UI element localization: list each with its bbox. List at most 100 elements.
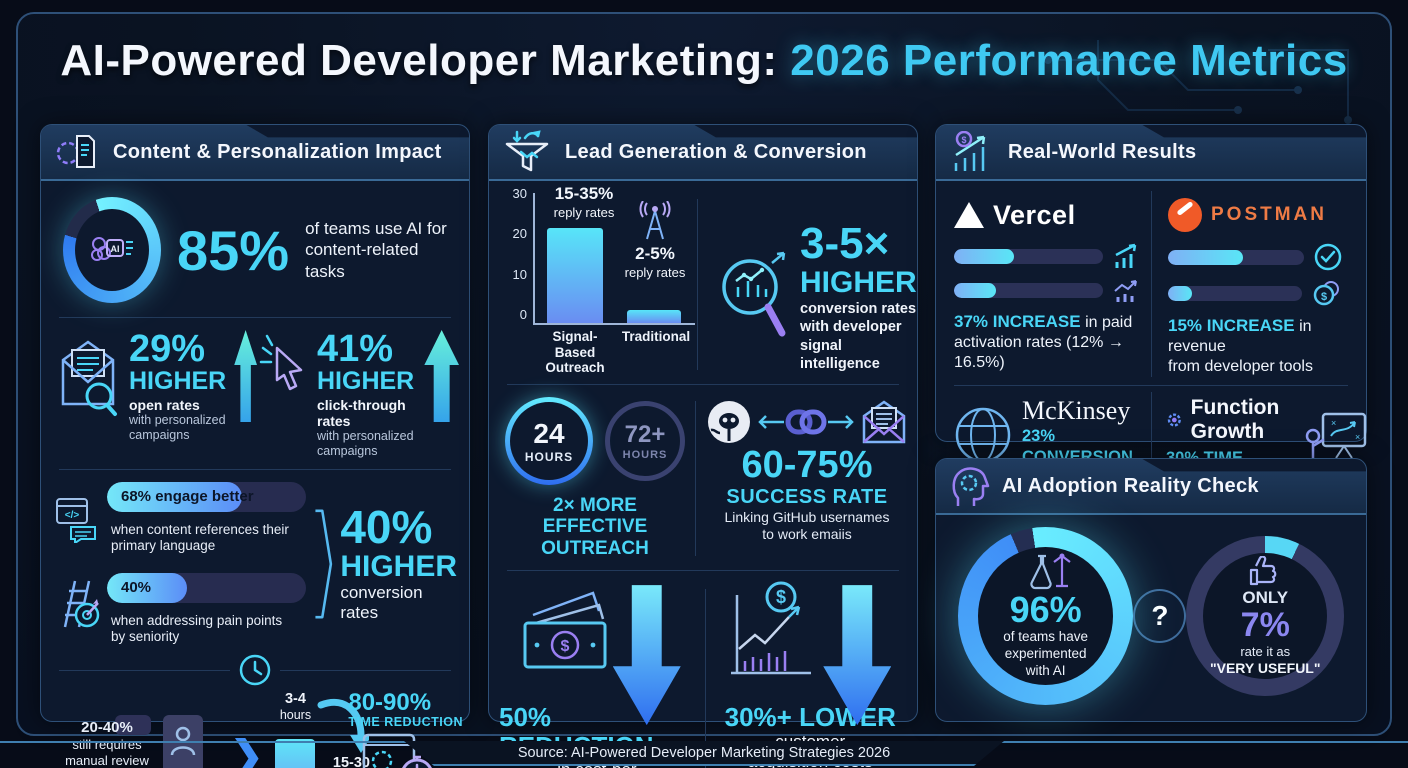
conversion-desc-2: rates: [340, 603, 379, 623]
click-through-bold-desc: click-through rates: [317, 397, 406, 430]
category-signal-1: Signal-Based: [552, 329, 598, 360]
postman-rest-2: from developer tools: [1168, 358, 1313, 375]
signal-desc-3: signal intelligence: [800, 337, 880, 372]
flask-robot-icon: [1030, 553, 1071, 589]
vercel-logo-icon: [954, 202, 984, 228]
vercel-rest-1: in paid: [1085, 314, 1133, 331]
dollar-growth-chart-icon: $: [954, 131, 986, 171]
source-text: Source: AI-Powered Developer Marketing S…: [517, 744, 891, 761]
panel-lead-generation: Lead Generation & Conversion 30 20 10 0 …: [488, 124, 921, 768]
funnel-handshake-icon: [505, 130, 549, 172]
manual-review-note-1: still requires: [72, 737, 142, 752]
bar-chart-arrow-icon: [1115, 243, 1137, 268]
experimented-value: 96%: [1009, 588, 1082, 630]
category-signal-2: Outreach: [545, 360, 605, 376]
clock-72-value: 72+: [624, 420, 666, 448]
time-reduction-value: 80-90%: [348, 689, 432, 716]
github-desc-2: to work emaiis: [762, 526, 852, 543]
ai-usage-desc-2: content-related tasks: [305, 240, 419, 281]
y-tick: 20: [512, 226, 527, 242]
click-through-desc-2: campaigns: [317, 444, 378, 459]
vercel-brand-name: Vercel: [993, 199, 1076, 230]
experimented-desc-2: experimented: [1004, 646, 1087, 662]
engage-bar-language: 68% engage better: [107, 482, 307, 513]
manual-review-note-2: manual review: [65, 752, 149, 768]
link-arrows-icon: [758, 409, 854, 435]
content-creation-time-chart: 20-40% still requires manual review: [51, 691, 228, 768]
chart-dollar-icon: $: [731, 581, 812, 675]
automation-stopwatch-icon: [363, 733, 433, 768]
ai-usage-desc-1: of teams use AI for: [305, 219, 447, 239]
line-chart-icon: [1114, 280, 1137, 302]
panel-content-personalization: Content & Personalization Impact AI 85%: [40, 124, 470, 768]
open-rates-desc-1: with personalized: [129, 413, 226, 428]
conversion-value: 40%: [340, 500, 433, 553]
manual-bar-top-segment: [115, 715, 151, 735]
postman-stat: 15% INCREASE: [1168, 316, 1295, 335]
engagement-section: </> 68% engage better: [41, 470, 469, 649]
signal-bar-note-label: reply rates: [553, 204, 615, 220]
title-white: AI-Powered Developer Marketing:: [60, 36, 778, 85]
signal-word: HIGHER: [800, 265, 917, 299]
postman-bar-2: [1168, 285, 1302, 301]
svg-text:$: $: [776, 587, 786, 607]
clock-24-unit: HOURS: [524, 449, 574, 464]
open-rates-value: 29%: [129, 328, 206, 370]
envelope-icon: [862, 400, 906, 443]
ai-usage-value: 85%: [177, 218, 290, 282]
experimented-donut: 96% of teams have experimented with AI: [958, 527, 1134, 705]
check-circle-icon: [1314, 243, 1342, 271]
money-bills-icon: $: [523, 591, 607, 669]
svg-text:$: $: [1321, 291, 1327, 303]
email-magnifier-icon: [61, 340, 117, 416]
reply-rate-chart: 30 20 10 0 15-35% reply rates: [503, 184, 695, 376]
panel-adoption-title: AI Adoption Reality Check: [1002, 474, 1259, 497]
y-tick: 0: [519, 306, 527, 322]
signal-desc-1: conversion rates: [800, 301, 917, 318]
engage-bar-seniority-label: 40%: [121, 578, 152, 596]
vercel-rest-2: activation rates (12% → 16.5%): [954, 334, 1124, 371]
cpa-stat: $ 50% REDUCTION in cost-per- acquisition: [499, 581, 701, 768]
ladder-target-icon: [63, 580, 100, 627]
svg-text:$: $: [961, 135, 966, 145]
title-highlight: 2026 Performance Metrics: [790, 36, 1348, 85]
github-word: SUCCESS RATE: [726, 486, 888, 509]
click-through-value: 41%: [317, 328, 394, 370]
plot-area: 15-35% reply rates 2-5% reply rates: [533, 184, 695, 325]
clock-divider: [59, 653, 451, 687]
github-linking-stat: 60-75% SUCCESS RATE Linking GitHub usern…: [706, 397, 908, 561]
strategy-whiteboard-icon: ××: [1305, 412, 1366, 476]
open-rates-stat: 29% HIGHER open rates with personalized …: [55, 330, 257, 459]
signal-intelligence-stat: 3-5× HIGHER conversion rates with develo…: [704, 193, 921, 376]
postman-logo-icon: [1168, 198, 1202, 232]
cac-stat: $ 30%+ LOWER customer acquisition costs: [710, 581, 912, 768]
brace-icon: [315, 509, 333, 619]
vercel-bar-1: [954, 248, 1103, 264]
gear-icon: [1167, 413, 1181, 427]
panel-content-title: Content & Personalization Impact: [113, 140, 442, 163]
panel-results-header: $ Real-World Results: [936, 125, 1366, 181]
chevron-right-icon: ❯: [229, 734, 264, 768]
panel-content-header: Content & Personalization Impact: [41, 125, 469, 181]
gear-head-document-icon: [56, 135, 95, 168]
postman-bar-1: [1168, 249, 1304, 265]
svg-text:×: ×: [1331, 418, 1336, 428]
question-mark-badge: ?: [1133, 589, 1187, 643]
vercel-stat: 37% INCREASE: [954, 312, 1081, 331]
signal-desc-2: with developer: [800, 319, 902, 336]
engage-bar-language-desc-1: when content references their: [111, 522, 289, 538]
click-through-stat: 41% HIGHER click-through rates with pers…: [257, 330, 459, 459]
conversion-desc-1: conversion: [340, 582, 423, 602]
experimented-desc-1: of teams have: [1003, 629, 1089, 645]
clock-icon: [239, 654, 271, 686]
manual-review-pct: 20-40%: [81, 719, 133, 736]
useful-value: 7%: [1240, 606, 1290, 645]
svg-text:</>: </>: [65, 510, 80, 521]
cursor-click-icon: [259, 334, 303, 391]
engage-bar-seniority: 40%: [107, 572, 307, 603]
category-traditional: Traditional: [621, 329, 691, 344]
time-reduction-label: TIME REDUCTION: [348, 715, 463, 729]
page-title: AI-Powered Developer Marketing: 2026 Per…: [0, 36, 1408, 86]
question-mark: ?: [1151, 600, 1169, 631]
signal-based-bar: [547, 227, 603, 323]
